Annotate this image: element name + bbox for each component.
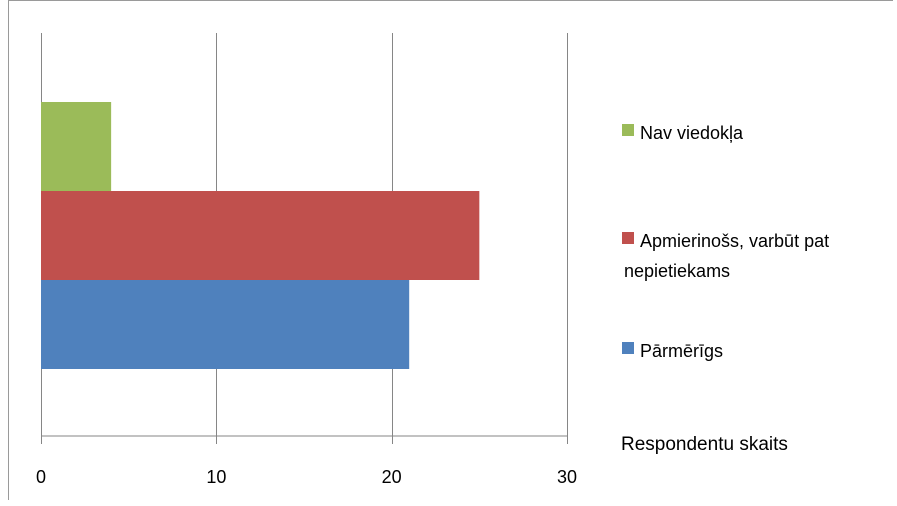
legend-label: Nav viedokļa bbox=[640, 123, 744, 143]
chart-border-left bbox=[8, 0, 9, 500]
legend-swatch bbox=[622, 124, 634, 136]
chart-border-top bbox=[8, 0, 893, 1]
x-ticks: 0 10 20 30 bbox=[36, 467, 577, 487]
x-axis-title: Respondentu skaits bbox=[621, 434, 788, 455]
legend-swatch bbox=[622, 342, 634, 354]
bar bbox=[41, 280, 410, 369]
legend-label: Pārmērīgs bbox=[640, 341, 723, 361]
bar bbox=[41, 102, 112, 191]
bar bbox=[41, 191, 480, 280]
x-tick-label: 20 bbox=[382, 467, 402, 487]
legend-swatch bbox=[622, 232, 634, 244]
x-tick-label: 0 bbox=[36, 467, 46, 487]
legend: Pārmērīgs Apmierinošs, varbūt pat nepietie… bbox=[622, 123, 829, 361]
legend-label: Apmierinošs, varbūt pat nepietiekams bbox=[624, 231, 829, 281]
bars bbox=[41, 102, 480, 369]
x-tick-label: 30 bbox=[557, 467, 577, 487]
x-tick-label: 10 bbox=[206, 467, 226, 487]
